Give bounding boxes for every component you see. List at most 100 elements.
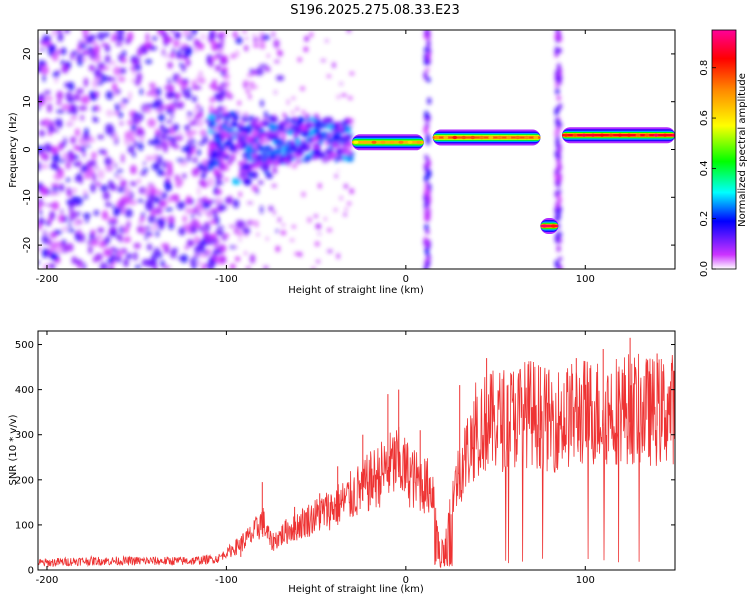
- heatmap-cell: [244, 45, 249, 52]
- heatmap-cell: [266, 159, 274, 166]
- heatmap-cell: [65, 177, 71, 182]
- heatmap-cell: [65, 91, 73, 101]
- heatmap-cell: [218, 244, 222, 252]
- heatmap-cell: [193, 107, 198, 114]
- heatmap-cell: [80, 114, 84, 121]
- heatmap-cell: [92, 172, 97, 183]
- tone-spot: [653, 133, 659, 137]
- heatmap-cell: [555, 202, 560, 209]
- heatmap-cell: [286, 130, 294, 136]
- heatmap-cell: [77, 260, 82, 269]
- heatmap-cell: [68, 81, 75, 91]
- heatmap-cell: [209, 84, 214, 88]
- heatmap-cell: [95, 166, 99, 170]
- heatmap-cell: [153, 153, 158, 162]
- heatmap-cell: [196, 222, 201, 229]
- heatmap-cell: [309, 31, 313, 38]
- heatmap-cell: [207, 177, 215, 187]
- heatmap-cell: [73, 221, 80, 227]
- heatmap-cell: [91, 151, 97, 160]
- tone-spot: [533, 135, 539, 140]
- heatmap-cell: [208, 32, 215, 42]
- heatmap-cell: [99, 262, 108, 269]
- heatmap-cell: [52, 241, 58, 248]
- heatmap-cell: [424, 126, 428, 135]
- heatmap-cell: [251, 154, 254, 159]
- heatmap-cell: [256, 145, 265, 152]
- heatmap-cell: [291, 225, 296, 229]
- heatmap-cell: [189, 208, 198, 214]
- heatmap-cell: [337, 136, 347, 143]
- heatmap-cell: [183, 30, 188, 37]
- heatmap-cell: [255, 187, 259, 195]
- heatmap-cell: [249, 253, 256, 264]
- heatmap-cell: [219, 145, 224, 151]
- x-tick-label: -100: [215, 575, 238, 586]
- heatmap-cell: [198, 141, 205, 146]
- heatmap-cell: [162, 48, 166, 57]
- heatmap-cell: [330, 155, 337, 158]
- heatmap-cell: [261, 123, 263, 126]
- figure-title: S196.2025.275.08.33.E23: [290, 3, 459, 18]
- tone-spot: [389, 140, 395, 144]
- heatmap-cell: [82, 262, 86, 269]
- heatmap-cell: [162, 161, 167, 169]
- heatmap-cell: [46, 44, 56, 49]
- heatmap-cell: [85, 213, 89, 224]
- heatmap-cell: [93, 44, 100, 55]
- heatmap-cell: [247, 201, 253, 204]
- heatmap-cell: [163, 143, 168, 153]
- heatmap-cell: [280, 127, 287, 132]
- heatmap-cell: [292, 126, 302, 135]
- heatmap-cell: [166, 198, 174, 202]
- heatmap-cell: [56, 109, 65, 114]
- heatmap-cell: [336, 253, 340, 259]
- heatmap-cell: [38, 247, 41, 251]
- heatmap-cell: [112, 32, 117, 41]
- heatmap-cell: [38, 197, 43, 204]
- heatmap-cell: [42, 248, 49, 259]
- heatmap-cell: [312, 143, 321, 149]
- heatmap-cell: [58, 186, 65, 191]
- snr-y-label: SNR (10 * v/v): [8, 414, 19, 485]
- heatmap-cell: [96, 234, 103, 240]
- heatmap-cell: [112, 132, 118, 142]
- heatmap-cell: [182, 89, 187, 94]
- heatmap-cell: [200, 172, 207, 179]
- heatmap-cell: [52, 52, 59, 62]
- heatmap-cell: [103, 248, 112, 257]
- heatmap-cell: [299, 149, 304, 156]
- heatmap-cell: [116, 249, 124, 258]
- heatmap-cell: [136, 225, 144, 234]
- tone-band: [352, 141, 424, 144]
- heatmap-cell: [134, 78, 141, 86]
- tone-band: [432, 136, 541, 139]
- heatmap-cell: [81, 233, 85, 243]
- heatmap-cell: [230, 263, 236, 269]
- heatmap-cell: [186, 124, 190, 128]
- heatmap-cell: [84, 127, 89, 136]
- heatmap-cell: [139, 171, 147, 176]
- heatmap-cell: [220, 36, 224, 46]
- heatmap-cell: [147, 139, 157, 145]
- heatmap-cell: [83, 189, 88, 196]
- heatmap-cell: [202, 132, 207, 137]
- heatmap-cell: [131, 58, 140, 66]
- heatmap-cell: [117, 76, 126, 83]
- heatmap-cell: [76, 88, 84, 94]
- heatmap-cell: [224, 81, 230, 87]
- heatmap-cell: [308, 121, 314, 126]
- heatmap-cell: [175, 178, 183, 188]
- heatmap-cell: [113, 206, 122, 216]
- heatmap-cell: [248, 94, 252, 100]
- heatmap-cell: [71, 187, 78, 194]
- x-tick-label: 100: [576, 575, 595, 586]
- heatmap-cell: [195, 244, 204, 255]
- heatmap-cell: [128, 91, 132, 101]
- heatmap-cell: [204, 221, 210, 226]
- heatmap-cell: [127, 236, 131, 243]
- heatmap-cell: [114, 163, 118, 168]
- heatmap-cell: [66, 186, 71, 195]
- heatmap-cell: [349, 71, 355, 76]
- heatmap-cell: [240, 172, 246, 177]
